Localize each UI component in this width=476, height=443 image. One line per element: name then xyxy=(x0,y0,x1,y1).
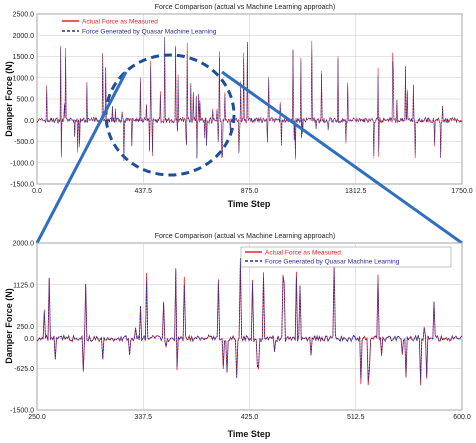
top-gridlines xyxy=(36,13,463,185)
top-x-axis-label: Time Step xyxy=(228,199,271,209)
bottom-gridlines xyxy=(36,242,463,411)
top-chart-title: Force Comparison (actual vs Machine Lear… xyxy=(155,4,336,11)
x-tick-label: 337.5 xyxy=(134,414,152,421)
y-tick-label: -1500.0 xyxy=(10,182,34,189)
top-x-ticks: 0.0 437.5 875.0 1312.5 1750.0 xyxy=(32,188,473,195)
bottom-chart: Force Comparison (actual vs Machine Lear… xyxy=(4,233,471,439)
top-legend: Actual Force as Measured Force Generated… xyxy=(62,19,217,36)
bottom-series-predicted xyxy=(36,257,463,382)
top-legend-predicted-label: Force Generated by Quasar Machine Learni… xyxy=(82,29,217,36)
y-tick-label: 2000.0 xyxy=(13,241,35,248)
x-tick-label: 437.5 xyxy=(134,188,152,195)
bottom-y-ticks: 2000.0 1125.0 250.0 0.0 -625.0 -1500.0 xyxy=(10,241,34,415)
x-tick-label: 512.5 xyxy=(347,414,365,421)
y-tick-label: -625.0 xyxy=(14,366,34,373)
predicted-force-line xyxy=(36,257,463,382)
y-tick-label: 2500.0 xyxy=(13,12,35,19)
bottom-x-axis-label: Time Step xyxy=(228,429,271,439)
bottom-x-ticks: 250.0 337.5 425.0 512.5 600.0 xyxy=(28,414,471,421)
top-series-predicted xyxy=(36,36,463,161)
y-tick-label: 0.0 xyxy=(24,118,34,125)
bottom-legend-box xyxy=(240,246,452,268)
bottom-legend: Actual Force as Measured Force Generated… xyxy=(240,246,452,268)
y-tick-label: -1000.0 xyxy=(10,160,34,167)
y-tick-label: 1500.0 xyxy=(13,54,35,61)
y-tick-label: 1000.0 xyxy=(13,75,35,82)
bottom-chart-title: Force Comparison (actual vs Machine Lear… xyxy=(155,233,336,240)
x-tick-label: 425.0 xyxy=(241,414,259,421)
x-tick-label: 1312.5 xyxy=(345,188,367,195)
top-chart: Force Comparison (actual vs Machine Lear… xyxy=(4,4,473,209)
y-tick-label: 250.0 xyxy=(16,324,34,331)
y-tick-label: 2000.0 xyxy=(13,33,35,40)
x-tick-label: 600.0 xyxy=(453,414,471,421)
x-tick-label: 0.0 xyxy=(32,188,42,195)
zoom-connector-right xyxy=(221,70,463,245)
bottom-legend-predicted-label: Force Generated by Quasar Machine Learni… xyxy=(265,259,400,266)
top-y-axis-label: Damper Force (N) xyxy=(4,61,14,137)
y-tick-label: 1125.0 xyxy=(13,282,34,289)
x-tick-label: 875.0 xyxy=(241,188,259,195)
x-tick-label: 250.0 xyxy=(28,414,46,421)
top-legend-actual-label: Actual Force as Measured xyxy=(82,19,158,26)
zoom-highlight-circle xyxy=(104,53,236,177)
x-tick-label: 1750.0 xyxy=(451,188,473,195)
y-tick-label: 500.0 xyxy=(16,97,34,104)
bottom-y-axis-label: Damper Force (N) xyxy=(4,288,14,364)
y-tick-label: -1500.0 xyxy=(10,408,34,415)
y-tick-label: 0.0 xyxy=(24,336,34,343)
predicted-force-line xyxy=(36,36,463,161)
zoom-connector-left xyxy=(35,71,128,244)
top-y-ticks: 2500.0 2000.0 1500.0 1000.0 500.0 0.0 -500.0 -1… xyxy=(10,12,34,189)
bottom-legend-actual-label: Actual Force as Measured xyxy=(265,250,341,257)
y-tick-label: -500.0 xyxy=(14,139,34,146)
